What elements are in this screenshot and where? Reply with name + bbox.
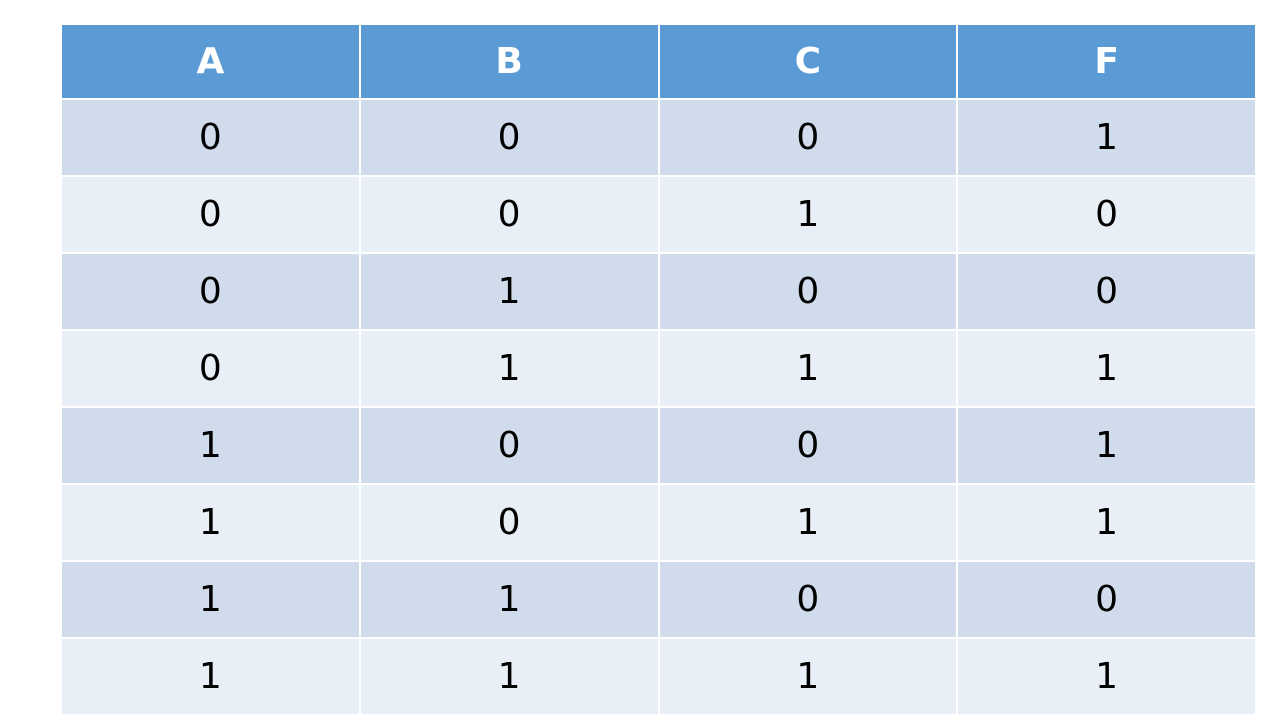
table-cell: 0 xyxy=(659,254,957,329)
table-cell: 0 xyxy=(360,177,658,252)
table-cell: 1 xyxy=(958,331,1255,406)
table-cell: 1 xyxy=(62,485,359,560)
table-cell: 1 xyxy=(958,485,1255,560)
header-cell: C xyxy=(659,25,957,98)
table-cell: 1 xyxy=(360,639,658,714)
table-cell: 1 xyxy=(62,639,359,714)
table-cell: 0 xyxy=(659,408,957,483)
table-cell: 1 xyxy=(958,639,1255,714)
table-cell: 0 xyxy=(360,100,658,175)
header-cell: F xyxy=(958,25,1255,98)
header-cell: B xyxy=(360,25,658,98)
table-cell: 0 xyxy=(62,254,359,329)
table-cell: 1 xyxy=(62,408,359,483)
table-cell: 1 xyxy=(659,177,957,252)
table-cell: 0 xyxy=(62,100,359,175)
table-cell: 1 xyxy=(659,331,957,406)
table-cell: 0 xyxy=(62,331,359,406)
table-cell: 0 xyxy=(958,177,1255,252)
table-cell: 1 xyxy=(360,254,658,329)
table-cell: 1 xyxy=(659,639,957,714)
table-cell: 1 xyxy=(360,562,658,637)
table-cell: 1 xyxy=(360,331,658,406)
table-cell: 1 xyxy=(62,562,359,637)
table-cell: 0 xyxy=(360,408,658,483)
table-cell: 1 xyxy=(958,408,1255,483)
table-cell: 1 xyxy=(659,485,957,560)
table-cell: 1 xyxy=(958,100,1255,175)
table-cell: 0 xyxy=(659,100,957,175)
table-cell: 0 xyxy=(958,562,1255,637)
header-cell: A xyxy=(62,25,359,98)
table-cell: 0 xyxy=(958,254,1255,329)
table-cell: 0 xyxy=(62,177,359,252)
table-cell: 0 xyxy=(659,562,957,637)
table-cell: 0 xyxy=(360,485,658,560)
